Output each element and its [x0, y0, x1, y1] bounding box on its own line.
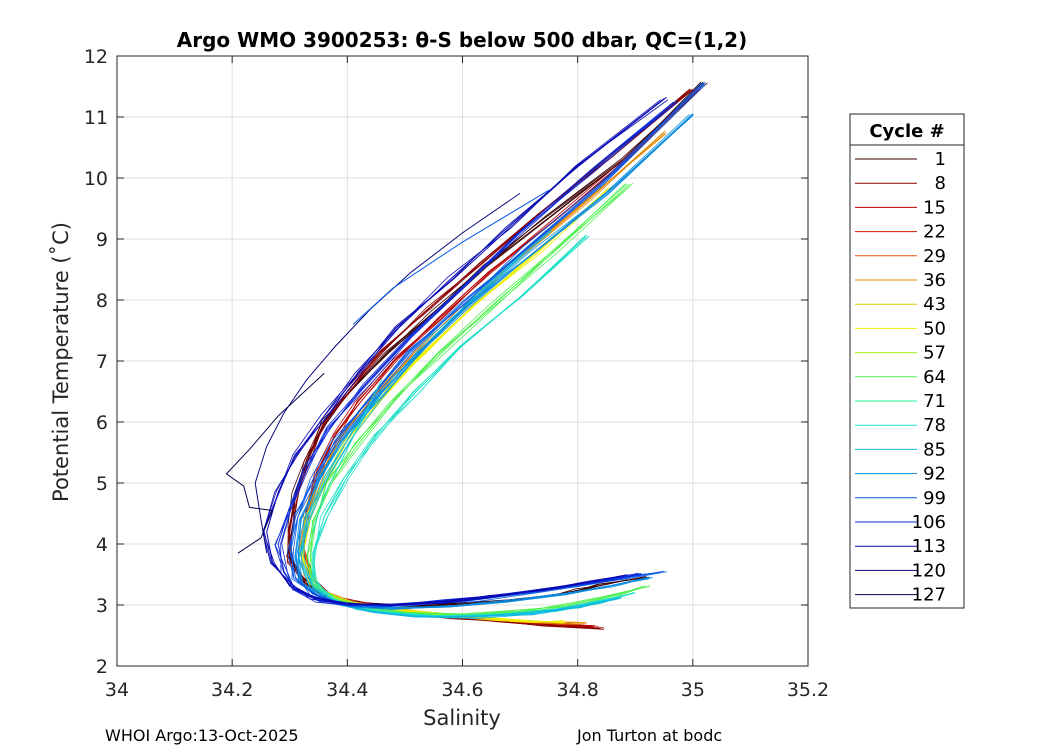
- series-line-variant: [297, 113, 693, 608]
- legend-label: 127: [912, 585, 946, 606]
- legend-label: 106: [912, 512, 946, 533]
- y-tick-label: 8: [96, 290, 108, 312]
- legend-label: 71: [923, 391, 946, 412]
- legend-label: 29: [923, 246, 946, 267]
- x-tick-label: 35.2: [787, 679, 829, 701]
- y-tick-label: 5: [96, 473, 108, 495]
- legend-label: 120: [912, 560, 946, 581]
- series-line-variant: [312, 234, 633, 618]
- x-axis-label: Salinity: [423, 706, 501, 730]
- legend-label: 43: [923, 294, 946, 315]
- legend-title: Cycle #: [869, 121, 944, 142]
- footer-right: Jon Turton at bodc: [576, 726, 722, 745]
- legend-label: 57: [923, 343, 946, 364]
- y-tick-label: 6: [96, 412, 108, 434]
- series-line-variant: [307, 183, 650, 615]
- y-tick-label: 10: [84, 168, 108, 190]
- series-line: [225, 372, 325, 554]
- y-axis-label: Potential Temperature (˚C): [49, 222, 73, 502]
- series-line: [312, 379, 383, 532]
- legend-label: 15: [923, 197, 946, 218]
- legend: Cycle # 18152229364350576471788592991061…: [849, 113, 965, 609]
- y-tick-label: 7: [96, 351, 108, 373]
- footer-left: WHOI Argo:13-Oct-2025: [105, 726, 299, 745]
- y-tick-label: 3: [96, 595, 108, 617]
- y-tick-label: 2: [96, 656, 108, 678]
- legend-label: 99: [923, 488, 946, 509]
- series-line-variant: [262, 97, 667, 605]
- series-line-variant: [309, 183, 646, 616]
- x-tick-label: 34.2: [211, 679, 253, 701]
- legend-label: 113: [912, 536, 946, 557]
- legend-label: 64: [923, 367, 946, 388]
- x-tick-label: 34.8: [557, 679, 599, 701]
- series-lines: [225, 81, 708, 630]
- series-line: [352, 189, 550, 325]
- legend-label: 85: [923, 439, 946, 460]
- legend-box: [849, 113, 965, 609]
- legend-label: 36: [923, 270, 946, 291]
- legend-label: 8: [935, 173, 946, 194]
- legend-label: 92: [923, 464, 946, 485]
- y-tick-label: 4: [96, 534, 108, 556]
- legend-label: 22: [923, 222, 946, 243]
- legend-entries: 1 8 15 22 29 36 43 50 57 64 71 78 85 92 99 106 113 120 127: [855, 149, 946, 606]
- y-tick-label: 11: [84, 107, 108, 129]
- legend-label: 78: [923, 415, 946, 436]
- x-tick-label: 34: [105, 679, 129, 701]
- series-line-variant: [262, 96, 667, 607]
- y-tick-label: 9: [96, 229, 108, 251]
- x-tick-label: 34.4: [326, 679, 368, 701]
- series-line: [266, 98, 665, 606]
- x-tick-label: 34.6: [441, 679, 483, 701]
- legend-label: 50: [923, 318, 946, 339]
- series-line: [254, 192, 521, 554]
- chart-title: Argo WMO 3900253: θ-S below 500 dbar, QC…: [177, 28, 747, 52]
- y-tick-label: 12: [84, 46, 108, 68]
- legend-label: 1: [935, 149, 946, 170]
- x-tick-label: 35: [681, 679, 705, 701]
